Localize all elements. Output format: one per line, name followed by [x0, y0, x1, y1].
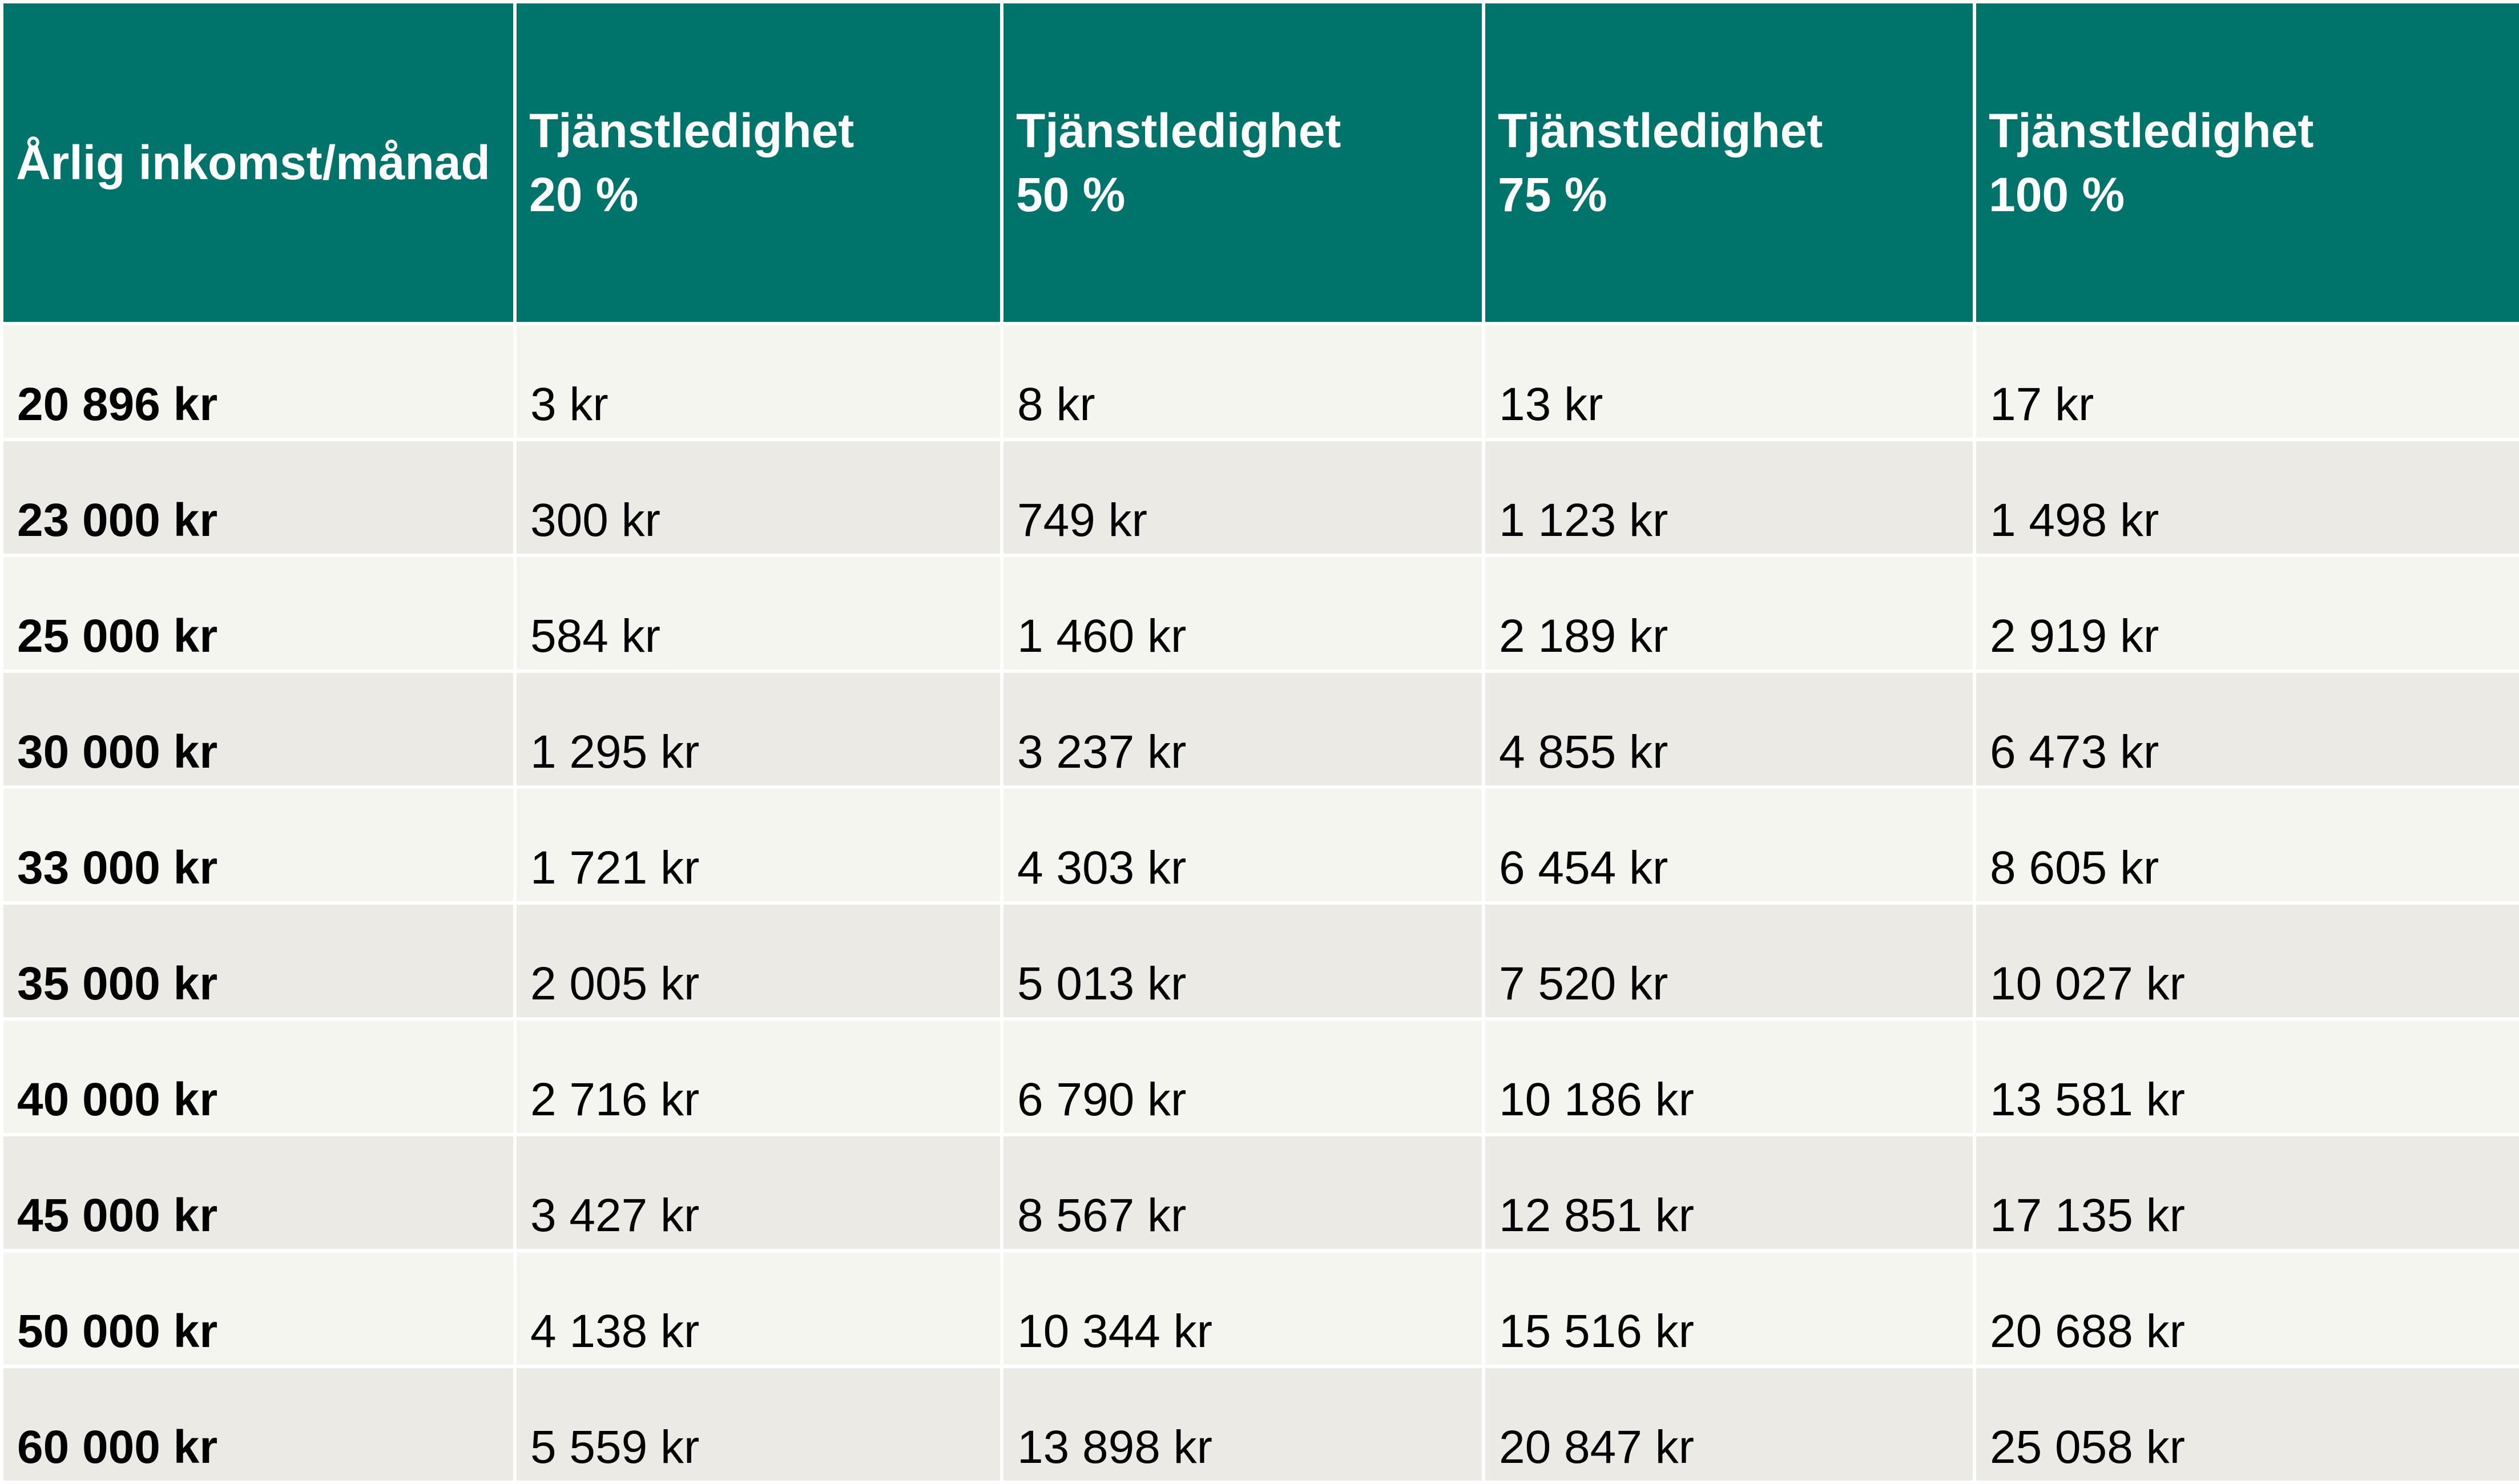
value-cell: 6 454 kr [1485, 789, 1973, 901]
value-cell: 3 237 kr [1003, 673, 1482, 785]
value-cell: 2 919 kr [1976, 557, 2519, 670]
value-cell: 584 kr [517, 557, 1000, 670]
table-row: 50 000 kr 4 138 kr 10 344 kr 15 516 kr 2… [3, 1252, 2519, 1365]
value-cell: 749 kr [1003, 441, 1482, 554]
header-leave-label: Tjänstledighet [1989, 104, 2314, 158]
table-row: 30 000 kr 1 295 kr 3 237 kr 4 855 kr 6 4… [3, 673, 2519, 785]
table-row: 25 000 kr 584 kr 1 460 kr 2 189 kr 2 919… [3, 557, 2519, 670]
value-cell: 4 855 kr [1485, 673, 1973, 785]
income-cell: 20 896 kr [3, 325, 513, 438]
income-cell: 23 000 kr [3, 441, 513, 554]
value-cell: 1 498 kr [1976, 441, 2519, 554]
value-cell: 10 186 kr [1485, 1021, 1973, 1133]
value-cell: 8 567 kr [1003, 1136, 1482, 1249]
value-cell: 1 295 kr [517, 673, 1000, 785]
table-row: 20 896 kr 3 kr 8 kr 13 kr 17 kr [3, 325, 2519, 438]
table-row: 60 000 kr 5 559 kr 13 898 kr 20 847 kr 2… [3, 1368, 2519, 1481]
value-cell: 20 688 kr [1976, 1252, 2519, 1365]
value-cell: 12 851 kr [1485, 1136, 1973, 1249]
header-leave-percent: 75 % [1498, 168, 1607, 221]
header-leave-label: Tjänstledighet [1016, 104, 1341, 158]
value-cell: 3 kr [517, 325, 1000, 438]
table-row: 33 000 kr 1 721 kr 4 303 kr 6 454 kr 8 6… [3, 789, 2519, 901]
header-leave-100: Tjänstledighet 100 % [1976, 3, 2519, 322]
value-cell: 25 058 kr [1976, 1368, 2519, 1481]
income-cell: 50 000 kr [3, 1252, 513, 1365]
income-cell: 33 000 kr [3, 789, 513, 901]
header-leave-percent: 50 % [1016, 168, 1126, 221]
header-leave-20: Tjänstledighet 20 % [517, 3, 1000, 322]
table-row: 45 000 kr 3 427 kr 8 567 kr 12 851 kr 17… [3, 1136, 2519, 1249]
value-cell: 13 898 kr [1003, 1368, 1482, 1481]
value-cell: 20 847 kr [1485, 1368, 1973, 1481]
income-cell: 60 000 kr [3, 1368, 513, 1481]
value-cell: 2 189 kr [1485, 557, 1973, 670]
header-row: Årlig inkomst/månad Tjänstledighet 20 % … [3, 3, 2519, 322]
header-leave-percent: 20 % [529, 168, 639, 221]
income-cell: 40 000 kr [3, 1021, 513, 1133]
header-leave-50: Tjänstledighet 50 % [1003, 3, 1482, 322]
header-income-label: Årlig inkomst/månad [16, 136, 490, 189]
value-cell: 17 kr [1976, 325, 2519, 438]
value-cell: 7 520 kr [1485, 905, 1973, 1017]
value-cell: 3 427 kr [517, 1136, 1000, 1249]
value-cell: 5 559 kr [517, 1368, 1000, 1481]
table-row: 35 000 kr 2 005 kr 5 013 kr 7 520 kr 10 … [3, 905, 2519, 1017]
value-cell: 1 123 kr [1485, 441, 1973, 554]
header-income: Årlig inkomst/månad [3, 3, 513, 322]
header-leave-label: Tjänstledighet [1498, 104, 1823, 158]
value-cell: 8 kr [1003, 325, 1482, 438]
value-cell: 15 516 kr [1485, 1252, 1973, 1365]
value-cell: 13 581 kr [1976, 1021, 2519, 1133]
value-cell: 8 605 kr [1976, 789, 2519, 901]
value-cell: 6 473 kr [1976, 673, 2519, 785]
value-cell: 10 027 kr [1976, 905, 2519, 1017]
value-cell: 17 135 kr [1976, 1136, 2519, 1249]
table-row: 23 000 kr 300 kr 749 kr 1 123 kr 1 498 k… [3, 441, 2519, 554]
value-cell: 4 303 kr [1003, 789, 1482, 901]
income-cell: 25 000 kr [3, 557, 513, 670]
table-row: 40 000 kr 2 716 kr 6 790 kr 10 186 kr 13… [3, 1021, 2519, 1133]
header-leave-75: Tjänstledighet 75 % [1485, 3, 1973, 322]
value-cell: 1 721 kr [517, 789, 1000, 901]
header-leave-label: Tjänstledighet [529, 104, 855, 158]
value-cell: 1 460 kr [1003, 557, 1482, 670]
value-cell: 5 013 kr [1003, 905, 1482, 1017]
value-cell: 2 716 kr [517, 1021, 1000, 1133]
header-leave-percent: 100 % [1989, 168, 2125, 221]
income-cell: 45 000 kr [3, 1136, 513, 1249]
value-cell: 6 790 kr [1003, 1021, 1482, 1133]
value-cell: 2 005 kr [517, 905, 1000, 1017]
value-cell: 4 138 kr [517, 1252, 1000, 1365]
income-cell: 35 000 kr [3, 905, 513, 1017]
income-cell: 30 000 kr [3, 673, 513, 785]
value-cell: 13 kr [1485, 325, 1973, 438]
value-cell: 10 344 kr [1003, 1252, 1482, 1365]
value-cell: 300 kr [517, 441, 1000, 554]
